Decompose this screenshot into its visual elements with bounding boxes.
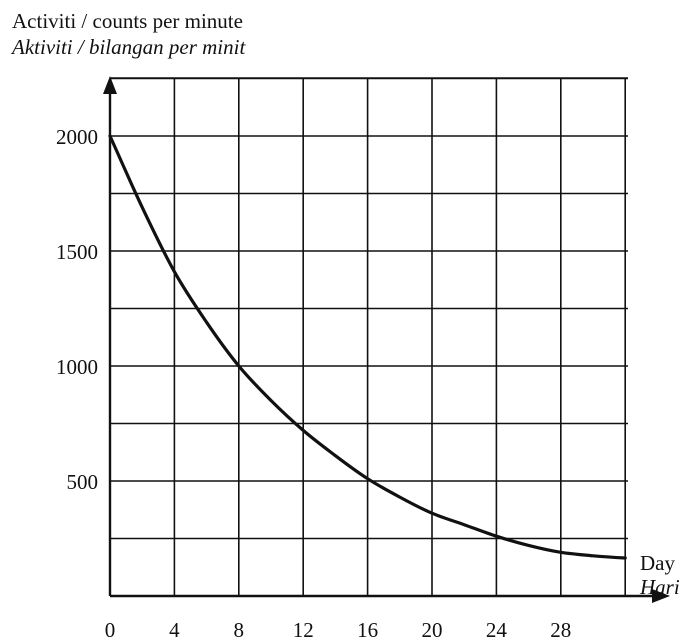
x-tick-label: 4 (169, 618, 180, 642)
x-tick-label: 0 (105, 618, 116, 642)
x-tick-label: 24 (486, 618, 508, 642)
y-tick-labels: 500 1000 1500 2000 (56, 125, 98, 494)
x-tick-label: 20 (422, 618, 443, 642)
x-axis-label-translation: Hari (640, 575, 680, 599)
x-tick-label: 8 (234, 618, 245, 642)
decay-curve (108, 134, 627, 560)
y-axis-label: Activiti / counts per minute (12, 9, 243, 33)
y-axis-arrow (103, 76, 117, 94)
x-tick-label: 12 (293, 618, 314, 642)
x-tick-label: 28 (550, 618, 571, 642)
axes (103, 76, 670, 603)
x-axis-arrow (652, 589, 670, 603)
series-group (108, 134, 627, 560)
y-tick-label: 1000 (56, 355, 98, 379)
x-axis-label: Day (640, 551, 675, 575)
y-tick-label: 1500 (56, 240, 98, 264)
y-tick-label: 500 (67, 470, 99, 494)
x-tick-label: 16 (357, 618, 378, 642)
x-tick-labels: 0 4 8 12 16 20 24 28 (105, 618, 572, 642)
y-tick-label: 2000 (56, 125, 98, 149)
y-axis-label-translation: Aktiviti / bilangan per minit (12, 35, 246, 59)
grid-lines (110, 77, 628, 596)
